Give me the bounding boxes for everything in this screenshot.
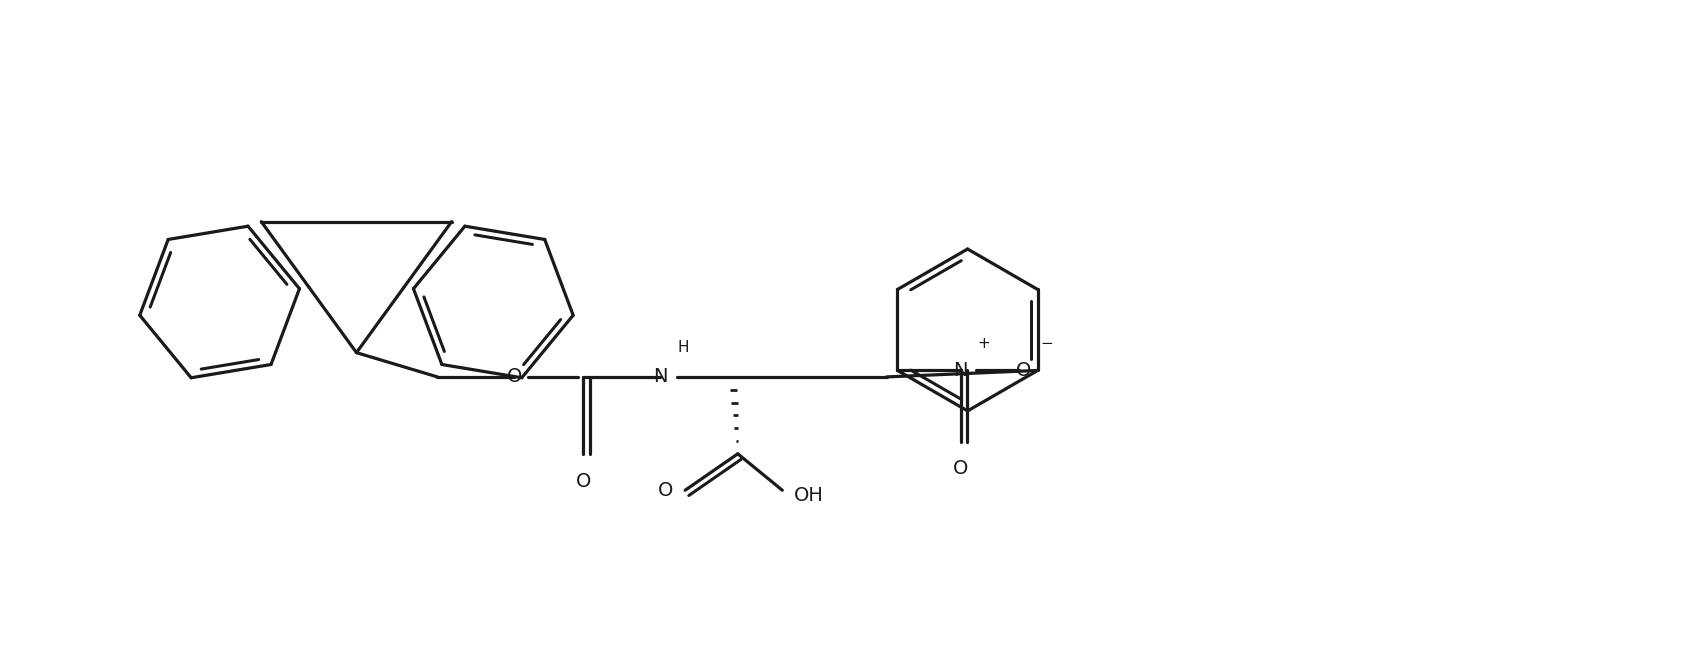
Text: O: O [658, 481, 673, 500]
Text: OH: OH [794, 485, 825, 505]
Text: O: O [953, 459, 968, 478]
Text: N: N [653, 367, 668, 386]
Text: N: N [953, 361, 968, 380]
Text: +: + [978, 336, 990, 351]
Text: O: O [1016, 361, 1031, 380]
Text: O: O [506, 367, 521, 386]
Text: −: − [1041, 336, 1053, 351]
Text: O: O [576, 472, 591, 491]
Text: H: H [678, 340, 690, 355]
